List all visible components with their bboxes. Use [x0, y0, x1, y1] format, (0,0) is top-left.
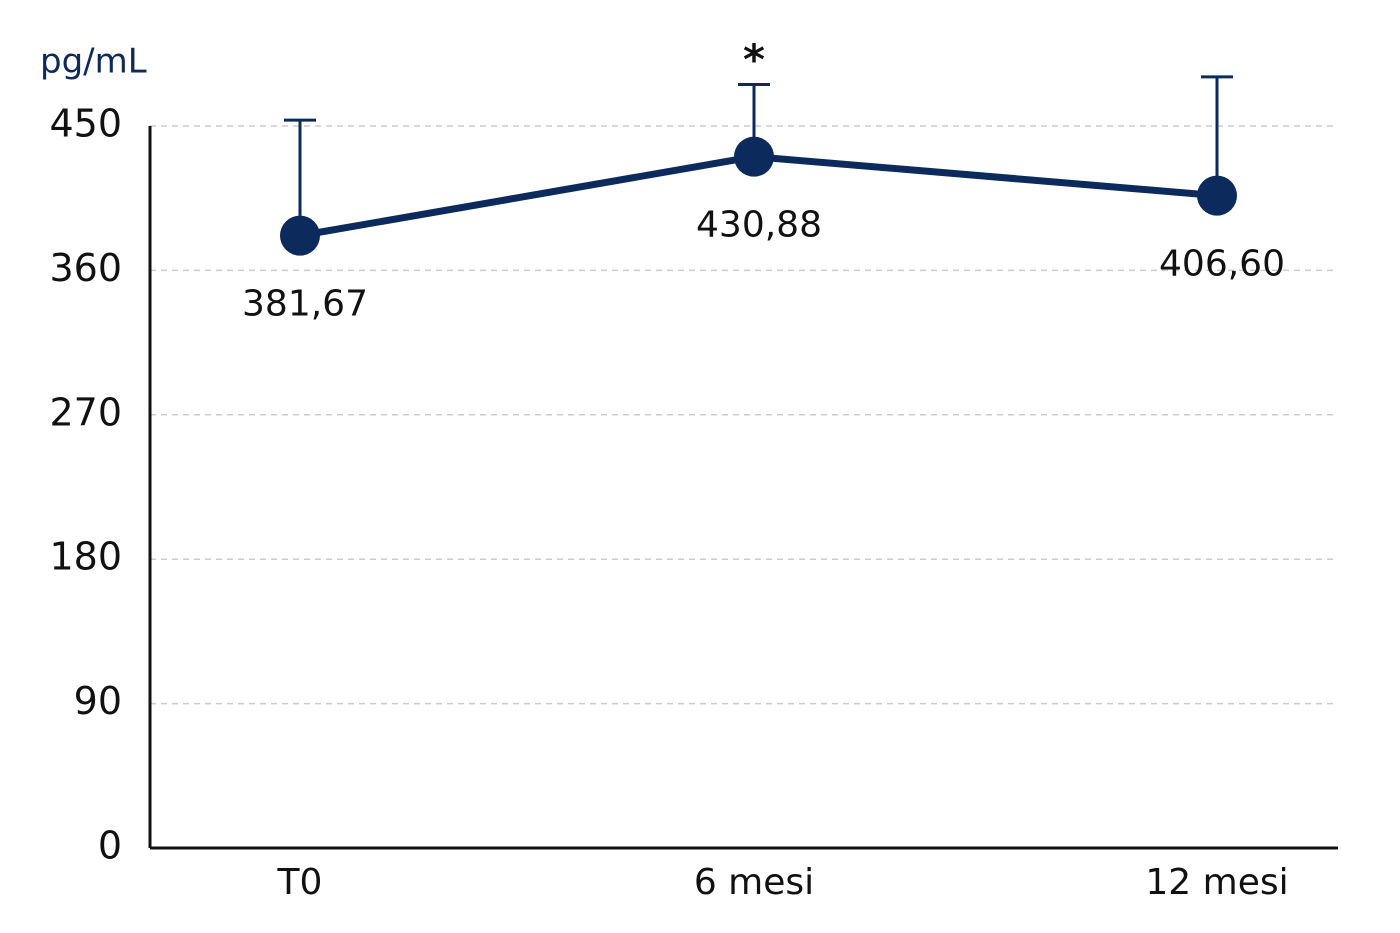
y-tick-label: 180 [49, 535, 122, 579]
value-label: 430,88 [696, 205, 822, 246]
x-tick-label: 6 mesi [694, 862, 814, 903]
x-tick-label: T0 [277, 862, 323, 903]
y-tick-label: 270 [49, 390, 122, 434]
value-label: 381,67 [242, 284, 368, 325]
y-axis-label: pg/mL [40, 42, 147, 82]
value-label: 406,60 [1159, 244, 1285, 285]
y-tick-label: 450 [49, 102, 122, 146]
point [1197, 175, 1237, 216]
x-tick-label: 12 mesi [1145, 862, 1288, 903]
y-tick-label: 360 [49, 246, 122, 290]
y-tick-label: 90 [74, 679, 122, 723]
point [280, 215, 320, 256]
y-tick-label: 0 [98, 824, 122, 868]
point [734, 136, 774, 177]
annotation: * [743, 35, 765, 84]
